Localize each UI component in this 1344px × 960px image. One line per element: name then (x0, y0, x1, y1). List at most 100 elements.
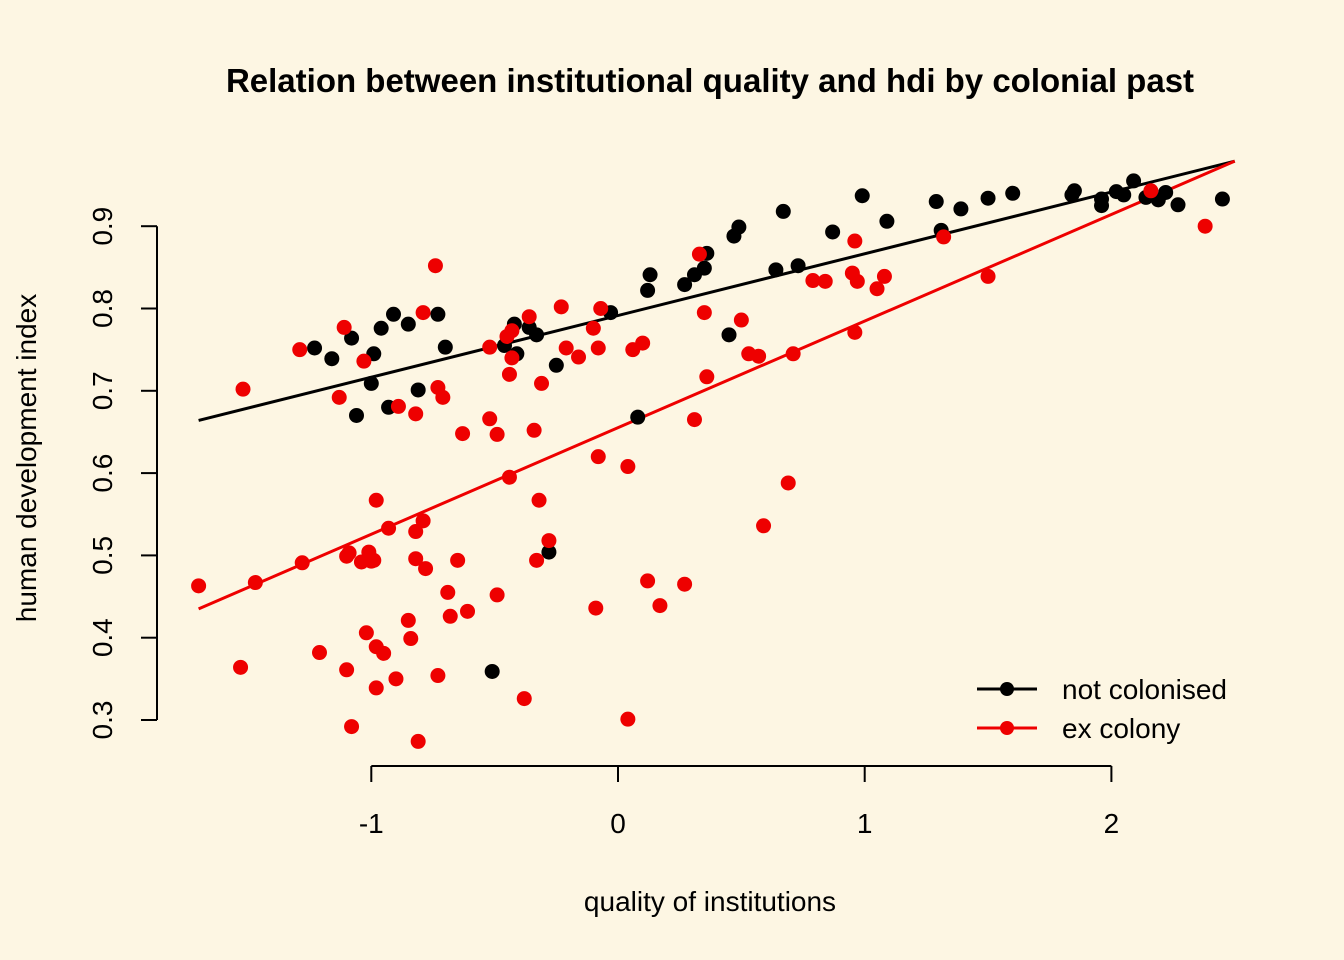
point-ex-colony (620, 459, 636, 475)
y-axis: 0.3 0.4 0.5 0.6 0.7 0.8 0.9 (87, 207, 158, 740)
point-ex-colony (980, 268, 996, 284)
point-not-colonised (721, 327, 737, 343)
point-ex-colony (358, 625, 374, 641)
point-not-colonised (790, 258, 806, 274)
point-ex-colony (590, 449, 606, 465)
point-ex-colony (652, 598, 668, 614)
point-ex-colony (408, 551, 424, 567)
point-ex-colony (534, 375, 550, 391)
point-ex-colony (529, 552, 545, 568)
point-not-colonised (1170, 197, 1186, 213)
y-axis-label: human development index (11, 294, 42, 622)
point-ex-colony (440, 584, 456, 600)
fit-line-ex-colony (198, 159, 1236, 611)
point-ex-colony (593, 301, 609, 316)
point-ex-colony (805, 273, 821, 289)
point-ex-colony (756, 518, 772, 534)
point-ex-colony (430, 668, 446, 684)
point-ex-colony (590, 340, 606, 356)
point-not-colonised (373, 320, 389, 336)
point-ex-colony (588, 600, 604, 616)
point-not-colonised (344, 330, 360, 346)
point-not-colonised (1214, 191, 1230, 207)
point-ex-colony (368, 492, 384, 508)
point-ex-colony (408, 406, 424, 422)
point-ex-colony (635, 335, 651, 351)
point-not-colonised (430, 306, 446, 322)
point-not-colonised (731, 219, 747, 235)
point-ex-colony (460, 603, 476, 619)
point-not-colonised (410, 382, 426, 398)
point-ex-colony (455, 426, 471, 442)
chart-title: Relation between institutional quality a… (226, 62, 1194, 99)
y-tick-label: 0.5 (87, 536, 118, 575)
legend-label-not-colonised: not colonised (1062, 674, 1227, 705)
x-tick-label: 0 (610, 808, 626, 839)
point-ex-colony (341, 545, 357, 561)
point-ex-colony (368, 680, 384, 696)
point-ex-colony (415, 513, 431, 529)
point-ex-colony (366, 552, 382, 568)
point-not-colonised (386, 306, 402, 322)
x-tick-label: 2 (1104, 808, 1120, 839)
point-not-colonised (348, 407, 364, 423)
legend: not colonised ex colony (977, 674, 1227, 744)
point-ex-colony (390, 398, 406, 414)
point-not-colonised (1116, 187, 1132, 203)
point-not-colonised (437, 339, 453, 355)
point-ex-colony (677, 576, 693, 592)
point-ex-colony (516, 691, 532, 707)
point-ex-colony (847, 233, 863, 249)
point-ex-colony (403, 631, 419, 647)
point-ex-colony (504, 323, 520, 339)
point-ex-colony (751, 348, 767, 364)
point-ex-colony (531, 492, 547, 508)
point-ex-colony (686, 412, 702, 428)
point-not-colonised (775, 203, 791, 219)
point-ex-colony (442, 608, 458, 624)
point-ex-colony (553, 299, 569, 315)
point-not-colonised (400, 316, 416, 332)
y-tick-label: 0.6 (87, 454, 118, 493)
point-ex-colony (311, 645, 327, 661)
y-tick-label: 0.3 (87, 701, 118, 740)
point-ex-colony (376, 645, 392, 661)
point-ex-colony (400, 612, 416, 628)
point-ex-colony (418, 561, 434, 577)
point-not-colonised (928, 194, 944, 210)
y-tick-label: 0.4 (87, 618, 118, 657)
point-ex-colony (450, 552, 466, 568)
point-ex-colony (339, 662, 355, 678)
point-not-colonised (768, 262, 784, 278)
point-ex-colony (408, 524, 424, 540)
point-not-colonised (696, 260, 712, 276)
point-ex-colony (847, 324, 863, 340)
point-ex-colony (501, 469, 517, 485)
point-ex-colony (869, 281, 885, 297)
point-not-colonised (640, 282, 656, 298)
point-ex-colony (849, 273, 865, 289)
legend-marker-not-colonised (1000, 682, 1014, 696)
point-ex-colony (191, 578, 207, 594)
y-tick-label: 0.7 (87, 371, 118, 410)
point-not-colonised (324, 351, 340, 367)
point-ex-colony (427, 258, 443, 274)
point-not-colonised (541, 544, 557, 560)
point-not-colonised (642, 267, 658, 283)
point-ex-colony (482, 411, 498, 427)
data-points (191, 173, 1230, 749)
point-ex-colony (876, 268, 892, 284)
point-ex-colony (482, 339, 498, 355)
point-not-colonised (854, 188, 870, 204)
point-ex-colony (415, 305, 431, 321)
point-ex-colony (526, 422, 542, 438)
point-ex-colony (344, 719, 360, 735)
point-ex-colony (691, 246, 707, 262)
point-not-colonised (1126, 173, 1142, 189)
point-ex-colony (696, 305, 712, 321)
point-ex-colony (410, 733, 426, 749)
legend-marker-ex-colony (1000, 721, 1014, 735)
x-tick-label: -1 (359, 808, 384, 839)
